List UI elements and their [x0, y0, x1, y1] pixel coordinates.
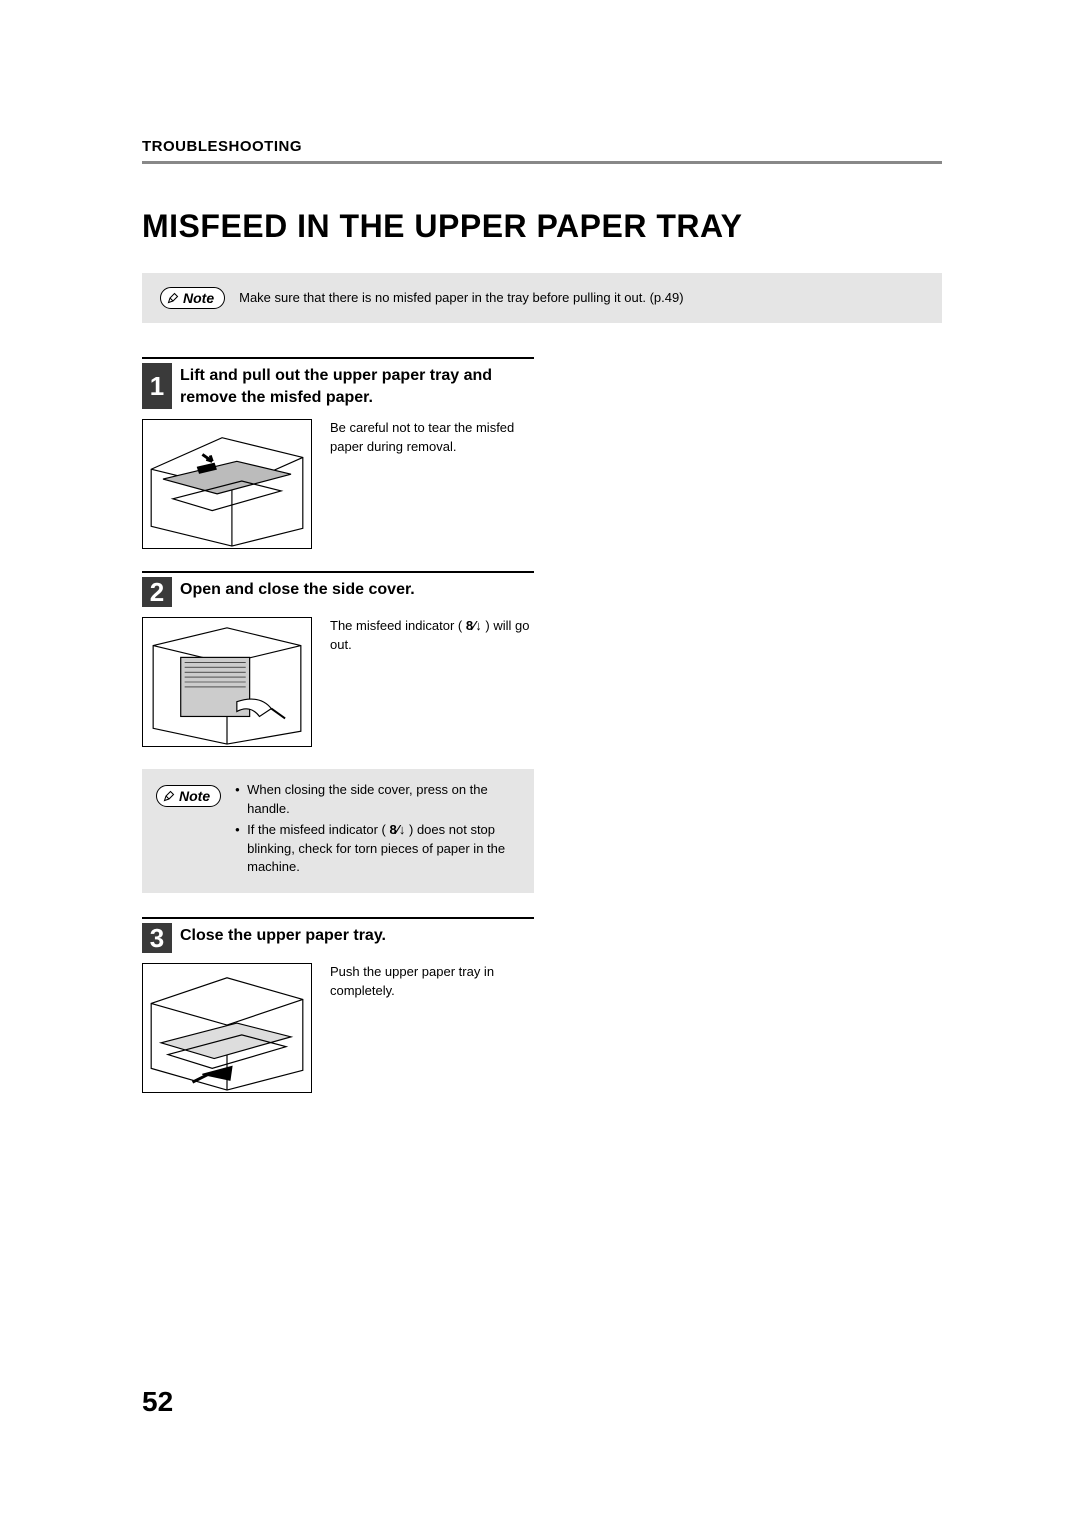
step-body: Be careful not to tear the misfed paper … [142, 419, 534, 549]
note-label: Note [183, 290, 214, 306]
step-body: Push the upper paper tray in completely. [142, 963, 534, 1093]
note-bullet: If the misfeed indicator ( 8⁄↓ ) does no… [235, 821, 520, 878]
step-number: 1 [142, 363, 172, 409]
note-label: Note [179, 788, 210, 804]
manual-page: TROUBLESHOOTING MISFEED IN THE UPPER PAP… [142, 138, 942, 1115]
step-1: 1 Lift and pull out the upper paper tray… [142, 357, 534, 549]
top-note-text: Make sure that there is no misfed paper … [239, 289, 683, 307]
step-rule [142, 917, 534, 919]
step-rule [142, 357, 534, 359]
misfeed-indicator-icon: 8⁄↓ [389, 821, 405, 840]
illustration-tray-close [142, 963, 312, 1093]
step-body: The misfeed indicator ( 8⁄↓ ) will go ou… [142, 617, 534, 747]
page-title: MISFEED IN THE UPPER PAPER TRAY [142, 208, 942, 245]
step-desc: Be careful not to tear the misfed paper … [330, 419, 534, 457]
step-2: 2 Open and close the side cover. [142, 571, 534, 747]
step-desc: The misfeed indicator ( 8⁄↓ ) will go ou… [330, 617, 534, 655]
pencil-icon [163, 790, 175, 802]
page-number: 52 [142, 1386, 173, 1418]
step-2-note-box: Note When closing the side cover, press … [142, 769, 534, 893]
step-head: 1 Lift and pull out the upper paper tray… [142, 363, 534, 409]
pencil-icon [167, 292, 179, 304]
note-badge: Note [160, 287, 225, 309]
step-desc: Push the upper paper tray in completely. [330, 963, 534, 1001]
bullet-text-pre: If the misfeed indicator ( [247, 822, 386, 837]
step-3: 3 Close the upper paper tray. [142, 917, 534, 1093]
step-title: Open and close the side cover. [180, 577, 415, 601]
note-bullet-list: When closing the side cover, press on th… [235, 781, 520, 879]
step-title: Close the upper paper tray. [180, 923, 386, 947]
step-rule [142, 571, 534, 573]
desc-text-pre: The misfeed indicator ( [330, 618, 462, 633]
step-title: Lift and pull out the upper paper tray a… [180, 363, 534, 408]
step-number: 3 [142, 923, 172, 953]
illustration-side-cover [142, 617, 312, 747]
top-note-box: Note Make sure that there is no misfed p… [142, 273, 942, 323]
misfeed-indicator-icon: 8⁄↓ [466, 617, 482, 636]
step-number: 2 [142, 577, 172, 607]
step-head: 2 Open and close the side cover. [142, 577, 534, 607]
illustration-tray-pull [142, 419, 312, 549]
steps-column: 1 Lift and pull out the upper paper tray… [142, 357, 534, 1093]
note-badge: Note [156, 785, 221, 807]
step-head: 3 Close the upper paper tray. [142, 923, 534, 953]
note-bullet: When closing the side cover, press on th… [235, 781, 520, 819]
section-header: TROUBLESHOOTING [142, 138, 942, 164]
